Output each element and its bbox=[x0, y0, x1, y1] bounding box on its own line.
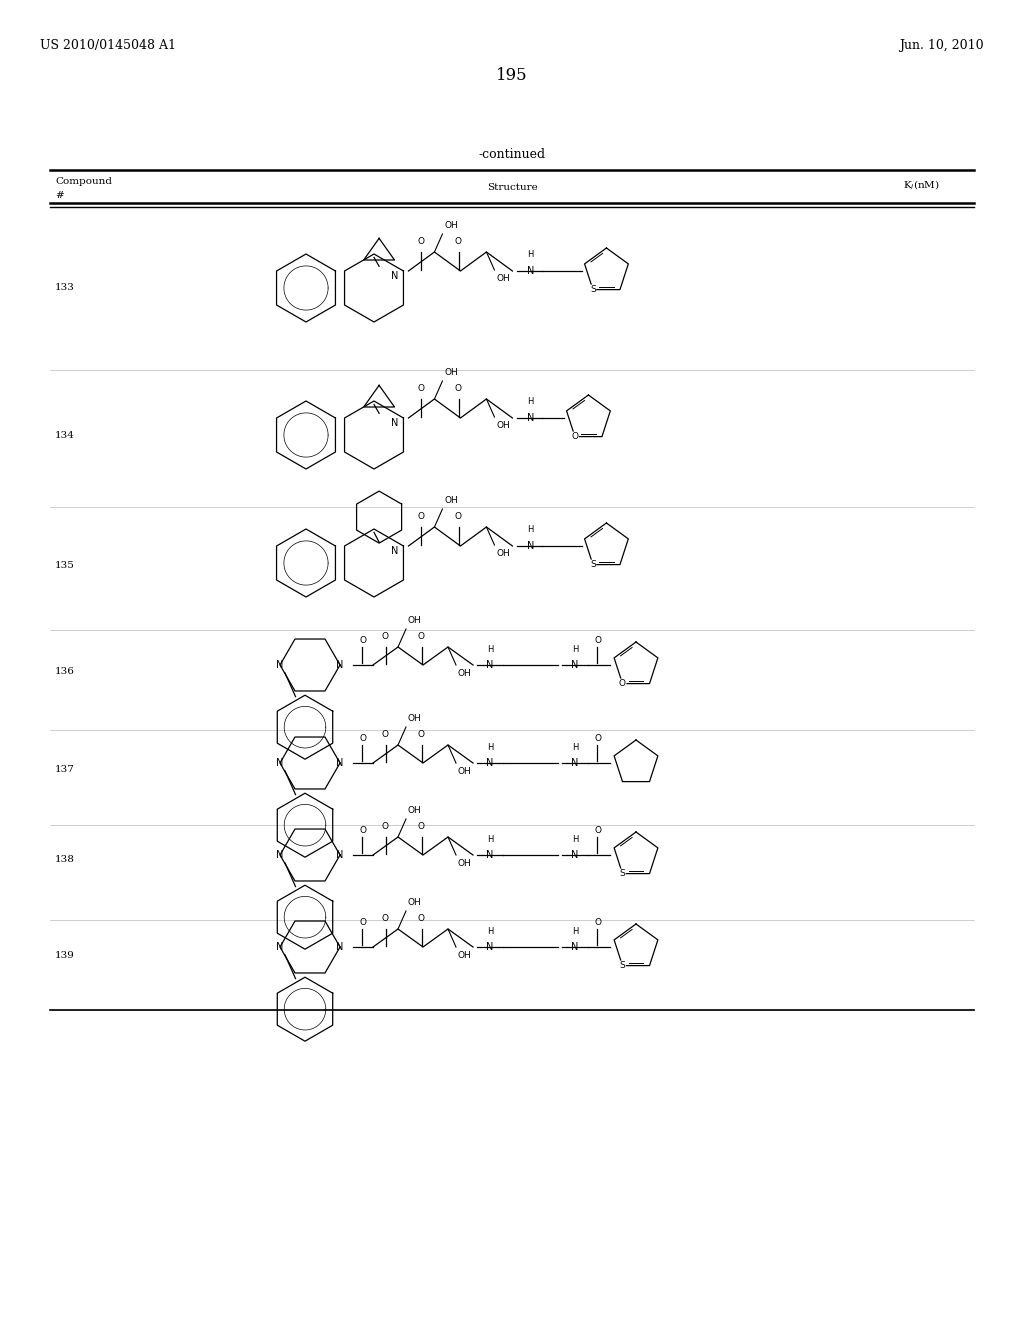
Text: OH: OH bbox=[497, 421, 510, 430]
Text: N: N bbox=[336, 942, 344, 952]
Text: OH: OH bbox=[408, 807, 422, 814]
Text: 136: 136 bbox=[55, 668, 75, 676]
Text: H: H bbox=[486, 645, 494, 653]
Text: N: N bbox=[276, 850, 284, 861]
Text: O: O bbox=[359, 826, 367, 836]
Text: Compound: Compound bbox=[55, 177, 112, 186]
Text: H: H bbox=[527, 397, 534, 407]
Text: O: O bbox=[418, 384, 425, 393]
Text: H: H bbox=[486, 836, 494, 843]
Text: H: H bbox=[571, 645, 579, 653]
Text: N: N bbox=[391, 271, 398, 281]
Text: #: # bbox=[55, 190, 63, 199]
Text: O: O bbox=[382, 730, 389, 739]
Text: N: N bbox=[486, 850, 494, 861]
Text: N: N bbox=[336, 660, 344, 671]
Text: N: N bbox=[526, 541, 535, 550]
Text: O: O bbox=[595, 826, 601, 836]
Text: 137: 137 bbox=[55, 766, 75, 775]
Text: N: N bbox=[486, 660, 494, 671]
Text: H: H bbox=[571, 836, 579, 843]
Text: O: O bbox=[382, 632, 389, 642]
Text: N: N bbox=[526, 267, 535, 276]
Text: S: S bbox=[620, 961, 626, 970]
Text: N: N bbox=[571, 758, 579, 768]
Text: S: S bbox=[620, 869, 626, 878]
Text: N: N bbox=[571, 850, 579, 861]
Text: OH: OH bbox=[458, 950, 472, 960]
Text: OH: OH bbox=[444, 496, 458, 506]
Text: N: N bbox=[486, 942, 494, 952]
Text: OH: OH bbox=[497, 549, 510, 558]
Text: N: N bbox=[276, 660, 284, 671]
Text: O: O bbox=[455, 238, 462, 246]
Text: 138: 138 bbox=[55, 855, 75, 865]
Text: O: O bbox=[595, 636, 601, 645]
Text: H: H bbox=[527, 525, 534, 535]
Text: OH: OH bbox=[458, 767, 472, 776]
Text: OH: OH bbox=[497, 275, 510, 282]
Text: N: N bbox=[276, 758, 284, 768]
Text: O: O bbox=[618, 678, 626, 688]
Text: OH: OH bbox=[444, 368, 458, 378]
Text: N: N bbox=[276, 942, 284, 952]
Text: OH: OH bbox=[458, 859, 472, 869]
Text: H: H bbox=[571, 927, 579, 936]
Text: H: H bbox=[486, 743, 494, 752]
Text: OH: OH bbox=[444, 220, 458, 230]
Text: O: O bbox=[418, 238, 425, 246]
Text: S: S bbox=[590, 560, 596, 569]
Text: N: N bbox=[336, 758, 344, 768]
Text: 195: 195 bbox=[497, 66, 527, 83]
Text: H: H bbox=[571, 743, 579, 752]
Text: N: N bbox=[486, 758, 494, 768]
Text: O: O bbox=[571, 432, 579, 441]
Text: K$_i$(nM): K$_i$(nM) bbox=[903, 178, 940, 191]
Text: 133: 133 bbox=[55, 284, 75, 293]
Text: N: N bbox=[571, 942, 579, 952]
Text: S: S bbox=[590, 285, 596, 294]
Text: N: N bbox=[526, 413, 535, 422]
Text: O: O bbox=[418, 913, 425, 923]
Text: O: O bbox=[418, 632, 425, 642]
Text: O: O bbox=[418, 730, 425, 739]
Text: O: O bbox=[418, 822, 425, 832]
Text: O: O bbox=[595, 917, 601, 927]
Text: OH: OH bbox=[408, 898, 422, 907]
Text: O: O bbox=[455, 512, 462, 521]
Text: Jun. 10, 2010: Jun. 10, 2010 bbox=[899, 38, 984, 51]
Text: OH: OH bbox=[408, 616, 422, 624]
Text: H: H bbox=[527, 249, 534, 259]
Text: O: O bbox=[382, 913, 389, 923]
Text: O: O bbox=[359, 734, 367, 743]
Text: US 2010/0145048 A1: US 2010/0145048 A1 bbox=[40, 38, 176, 51]
Text: 139: 139 bbox=[55, 950, 75, 960]
Text: OH: OH bbox=[408, 714, 422, 723]
Text: O: O bbox=[418, 512, 425, 521]
Text: N: N bbox=[391, 418, 398, 428]
Text: OH: OH bbox=[458, 669, 472, 678]
Text: -continued: -continued bbox=[478, 149, 546, 161]
Text: N: N bbox=[336, 850, 344, 861]
Text: O: O bbox=[359, 917, 367, 927]
Text: Structure: Structure bbox=[486, 183, 538, 193]
Text: 134: 134 bbox=[55, 430, 75, 440]
Text: O: O bbox=[359, 636, 367, 645]
Text: N: N bbox=[571, 660, 579, 671]
Text: H: H bbox=[486, 927, 494, 936]
Text: O: O bbox=[595, 734, 601, 743]
Text: 135: 135 bbox=[55, 561, 75, 569]
Text: O: O bbox=[455, 384, 462, 393]
Text: O: O bbox=[382, 822, 389, 832]
Text: N: N bbox=[391, 546, 398, 556]
